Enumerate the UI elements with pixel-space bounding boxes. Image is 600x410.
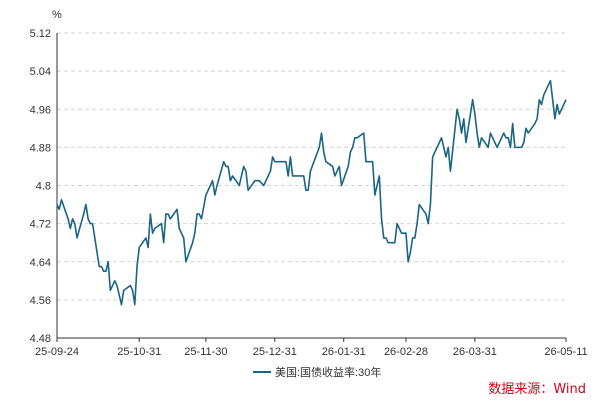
series-line [56,79,567,306]
y-tick-label: 4.72 [30,219,51,231]
grid-lines [57,32,566,301]
y-tick-label: 5.12 [30,28,51,40]
source-note: 数据来源：Wind [488,382,586,397]
series-group [56,79,567,306]
x-axis-ticks: 25-09-24 25-10-31 25-11-30 25-12-31 26-01-31… [35,338,588,358]
y-tick-label: 4.48 [30,333,51,345]
y-tick-label: 4.64 [30,257,51,269]
x-tick-label: 25-11-30 [184,346,227,358]
y-tick-label: 5.04 [30,66,51,78]
x-tick-label: 25-09-24 [35,346,79,358]
x-tick-label: 25-12-31 [253,346,297,358]
x-tick-label: 25-10-31 [117,346,161,358]
y-tick-label: 4.96 [30,104,51,116]
legend-label: 美国:国债收益率:30年 [275,365,381,379]
y-tick-label: 4.88 [30,142,51,154]
y-tick-label: 4.56 [30,295,51,307]
legend: 美国:国债收益率:30年 [253,365,381,379]
x-tick-label: 26-03-31 [453,346,497,358]
x-tick-label: 26-05-11 [544,346,587,358]
y-axis-ticks: 5.12 5.04 4.96 4.88 4.8 4.72 4.64 4.56 4.48 [30,28,51,345]
x-tick-label: 26-02-28 [384,346,428,358]
y-axis-unit: % [52,9,62,21]
x-tick-label: 26-01-31 [322,346,366,358]
axes [56,33,566,339]
y-tick-label: 4.8 [36,181,51,193]
